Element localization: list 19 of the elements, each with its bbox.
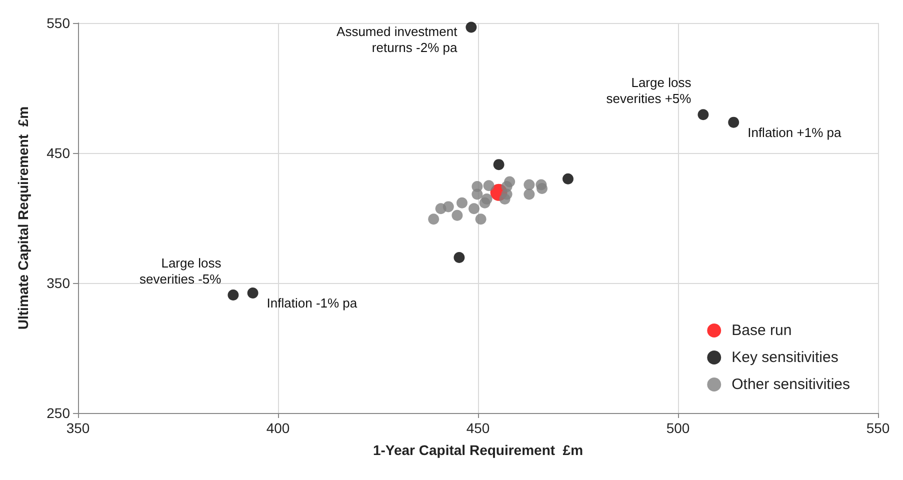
annotation: Assumed investment returns -2% pa — [336, 24, 458, 55]
x-axis-title: 1-Year Capital Requirement £m — [372, 442, 584, 458]
legend-label: Key sensitivities — [732, 349, 838, 366]
y-tick-label: 550 — [46, 15, 70, 31]
x-tick-label: 350 — [66, 420, 90, 436]
x-tick-label: 450 — [466, 420, 490, 436]
legend-label: Other sensitivities — [732, 376, 850, 393]
legend-label: Base run — [732, 322, 792, 339]
x-tick-label: 550 — [866, 420, 890, 436]
x-tick-label: 400 — [266, 420, 290, 436]
annotation: Large loss severities -5% — [140, 255, 222, 286]
y-tick-label: 250 — [46, 405, 70, 421]
y-axis-title: Ultimate Capital Requirement £m — [15, 106, 31, 330]
annotation: Large loss severities +5% — [606, 75, 692, 106]
annotation: Inflation -1% pa — [266, 296, 358, 311]
y-tick-label: 350 — [46, 275, 70, 291]
y-tick-label: 450 — [46, 145, 70, 161]
x-tick-label: 500 — [666, 420, 690, 436]
annotation: Inflation +1% pa — [748, 124, 842, 140]
